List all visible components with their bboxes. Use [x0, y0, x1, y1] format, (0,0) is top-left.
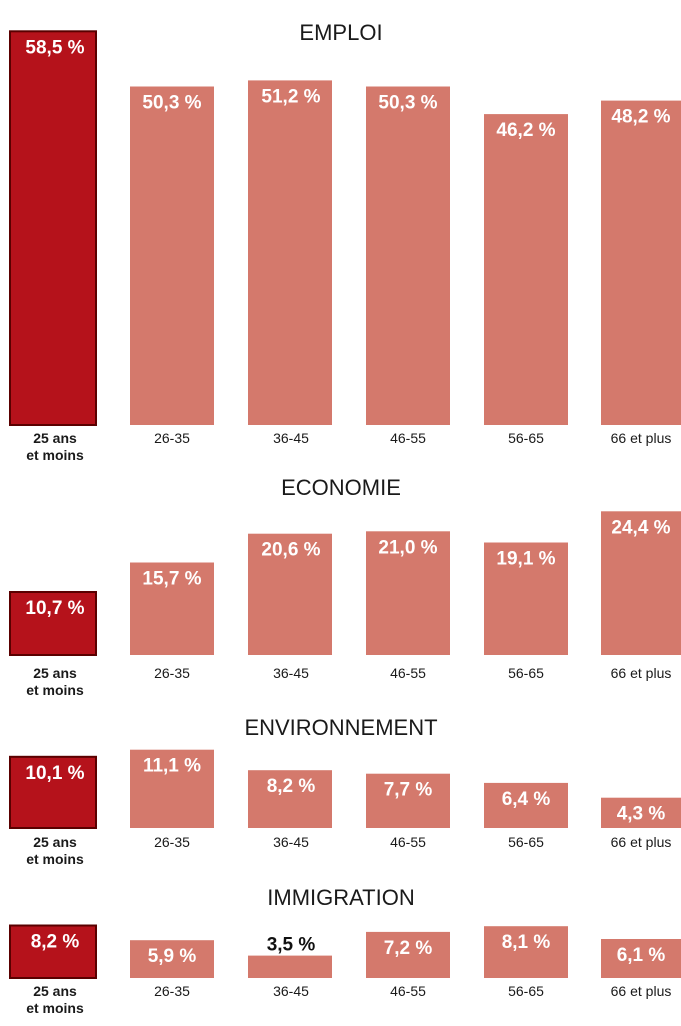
data-label: 7,7 % [384, 780, 433, 801]
data-label: 8,2 % [267, 776, 316, 797]
bar [601, 511, 681, 655]
bar [130, 86, 214, 425]
bar [366, 531, 450, 655]
category-label: 25 ans et moins [26, 665, 84, 698]
data-label: 20,6 % [261, 540, 320, 561]
data-label: 7,2 % [384, 938, 433, 959]
category-label: 25 ans et moins [26, 834, 84, 867]
data-label: 24,4 % [611, 517, 670, 538]
bar [130, 940, 214, 978]
data-label: 6,1 % [617, 945, 666, 966]
bar [9, 755, 97, 829]
bar [366, 86, 450, 425]
category-label: 46-55 [390, 430, 426, 446]
data-label: 48,2 % [611, 107, 670, 128]
category-label: 36-45 [273, 665, 309, 681]
category-label: 26-35 [154, 834, 190, 850]
data-label: 6,4 % [502, 789, 551, 810]
panel-title: EMPLOI [299, 20, 382, 45]
data-label: 5,9 % [148, 946, 197, 967]
bar [601, 939, 681, 978]
category-label: 66 et plus [611, 430, 672, 446]
category-label: 36-45 [273, 834, 309, 850]
bar [484, 114, 568, 425]
category-label: 56-65 [508, 430, 544, 446]
data-label: 50,3 % [378, 93, 437, 114]
data-label: 50,3 % [142, 93, 201, 114]
data-label: 21,0 % [378, 537, 437, 558]
data-label: 10,7 % [25, 598, 84, 619]
bar [601, 100, 681, 425]
data-label: 3,5 % [267, 935, 316, 956]
category-label: 26-35 [154, 983, 190, 999]
data-label: 58,5 % [25, 37, 84, 58]
bar [248, 80, 332, 426]
category-label: 66 et plus [611, 983, 672, 999]
category-label: 25 ans et moins [26, 983, 84, 1016]
category-label: 56-65 [508, 983, 544, 999]
data-label: 19,1 % [496, 549, 555, 570]
bar [248, 955, 332, 978]
panel-title: IMMIGRATION [267, 885, 414, 910]
category-label: 56-65 [508, 665, 544, 681]
bar [248, 533, 332, 655]
category-label: 56-65 [508, 834, 544, 850]
category-label: 25 ans et moins [26, 430, 84, 463]
bar [484, 542, 568, 655]
panel-title: ECONOMIE [281, 475, 401, 500]
bar [9, 591, 97, 656]
category-label: 46-55 [390, 983, 426, 999]
bar [484, 782, 568, 828]
bar [130, 562, 214, 655]
data-label: 10,1 % [25, 763, 84, 784]
data-label: 15,7 % [142, 569, 201, 590]
panel-economie: ECONOMIE 10,7 % 25 ans et moins 15,7 % 26-35 2… [9, 475, 681, 698]
panel-title: ENVIRONNEMENT [244, 715, 437, 740]
category-label: 36-45 [273, 983, 309, 999]
bar [366, 773, 450, 828]
panel-environnement: ENVIRONNEMENT 10,1 % 25 ans et moins 11,1 % 2… [9, 715, 681, 867]
category-label: 36-45 [273, 430, 309, 446]
bar [484, 926, 568, 978]
data-label: 51,2 % [261, 86, 320, 107]
bar [9, 924, 97, 979]
category-label: 66 et plus [611, 834, 672, 850]
data-label: 8,1 % [502, 932, 551, 953]
data-label: 4,3 % [617, 804, 666, 825]
category-label: 66 et plus [611, 665, 672, 681]
category-label: 26-35 [154, 665, 190, 681]
bar [130, 749, 214, 828]
bar [248, 770, 332, 828]
bar [601, 797, 681, 828]
bar [9, 30, 97, 427]
data-label: 46,2 % [496, 120, 555, 141]
panel-emploi: EMPLOI 58,5 % 25 ans et moins 50,3 % 26-35 51,… [9, 20, 681, 463]
category-label: 46-55 [390, 834, 426, 850]
panel-immigration: IMMIGRATION 8,2 % 25 ans et moins 5,9 % 26-35… [9, 885, 681, 1016]
data-label: 11,1 % [143, 756, 201, 777]
category-label: 46-55 [390, 665, 426, 681]
category-label: 26-35 [154, 430, 190, 446]
bar [366, 931, 450, 978]
data-label: 8,2 % [31, 932, 80, 953]
